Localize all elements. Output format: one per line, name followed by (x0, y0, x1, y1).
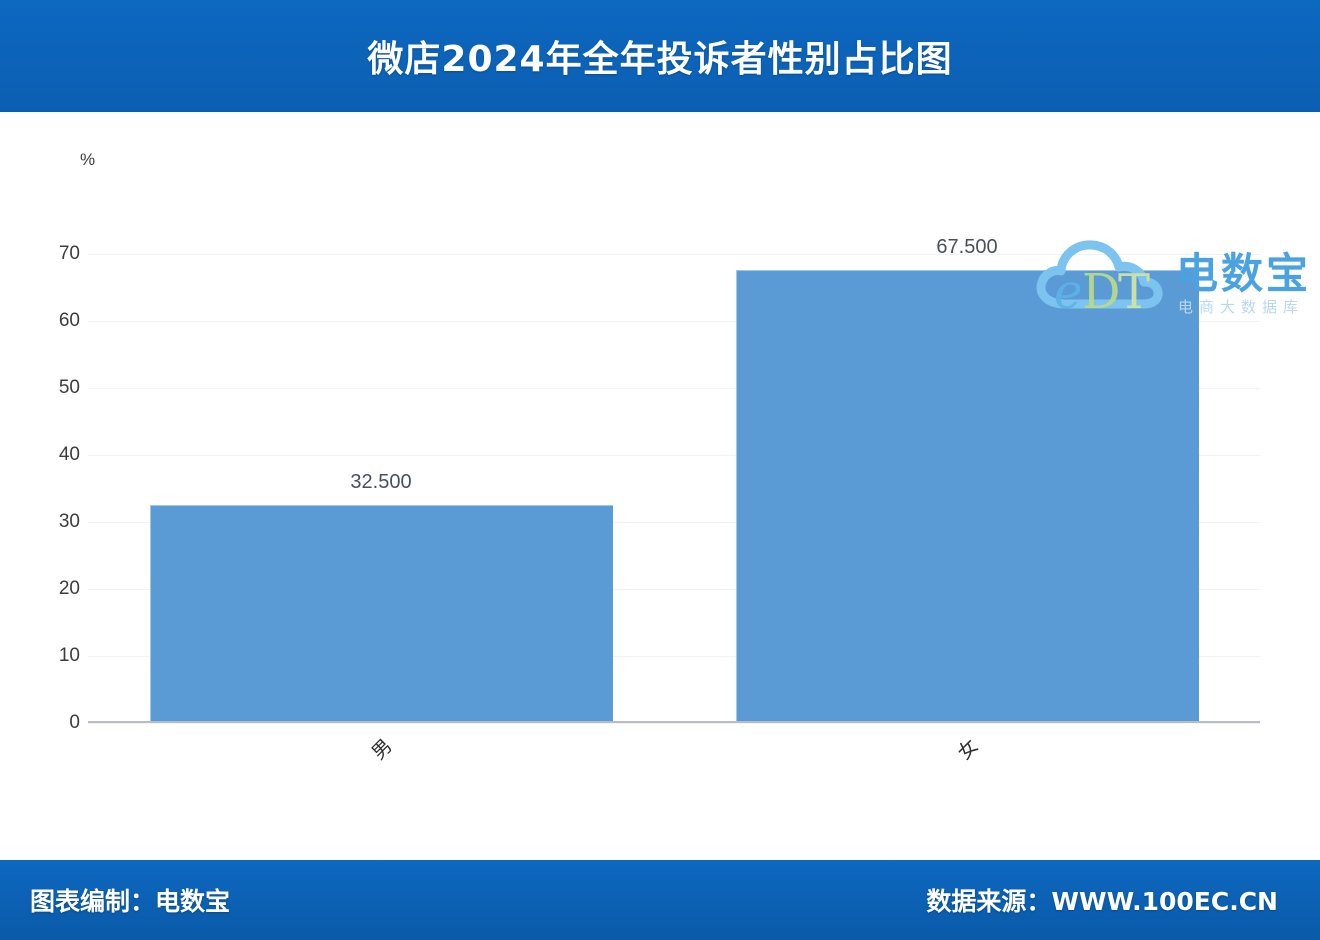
y-tick-label: 50 (58, 376, 80, 398)
gridline (88, 454, 1260, 456)
svg-text:电商大数据库: 电商大数据库 (1178, 298, 1304, 316)
brand-logo: e D T 电数宝 电商大数据库 (1026, 230, 1314, 322)
brand-tagline-text: 电商大数据库 (1178, 298, 1304, 316)
svg-text:e: e (1054, 264, 1082, 320)
y-tick-label: 20 (58, 577, 80, 599)
x-tick-label: 女 (953, 735, 983, 765)
bar-value-label: 67.500 (936, 236, 998, 259)
gridline (88, 521, 1260, 523)
footer-credit: 图表编制：电数宝 (30, 887, 231, 916)
gridline (88, 588, 1260, 590)
gridline (88, 723, 1260, 724)
brand-name-text: 电数宝 (1176, 249, 1311, 298)
y-tick-label: 40 (58, 443, 80, 465)
y-tick-label: 30 (58, 510, 80, 532)
bar[interactable] (735, 270, 1199, 723)
y-tick-label: 70 (58, 242, 80, 264)
gridline (88, 253, 1260, 255)
plot-area: 0 10 20 30 40 50 60 70 32.500 67.500 男 女 (59, 200, 1260, 764)
gridline (88, 320, 1260, 322)
footer-bar: 图表编制：电数宝 数据来源：WWW.100EC.CN (0, 860, 1320, 940)
bar-value-label: 32.500 (350, 471, 412, 494)
x-tick-label: 男 (367, 735, 397, 765)
y-axis-unit-label: % (80, 150, 96, 169)
chart-canvas: % 0 10 20 30 40 50 60 70 32.500 67.500 男 女 e D T … (0, 112, 1320, 860)
gridline (88, 655, 1260, 657)
footer-source: 数据来源：WWW.100EC.CN (926, 887, 1278, 916)
y-tick-label: 0 (69, 712, 80, 733)
y-tick-label: 60 (58, 309, 80, 331)
y-tick-label: 10 (58, 644, 80, 666)
svg-text:T: T (1118, 264, 1150, 320)
page-title: 微店2024年全年投诉者性别占比图 (367, 39, 953, 80)
x-axis-line (88, 721, 1260, 723)
svg-text:电数宝: 电数宝 (1176, 249, 1311, 298)
cloud-icon (1036, 240, 1163, 309)
gridline (88, 387, 1260, 389)
edt-wordmark: e D T (1054, 264, 1150, 320)
bar[interactable] (149, 505, 613, 723)
svg-text:D: D (1082, 264, 1120, 320)
header-bar: 微店2024年全年投诉者性别占比图 (0, 0, 1320, 112)
